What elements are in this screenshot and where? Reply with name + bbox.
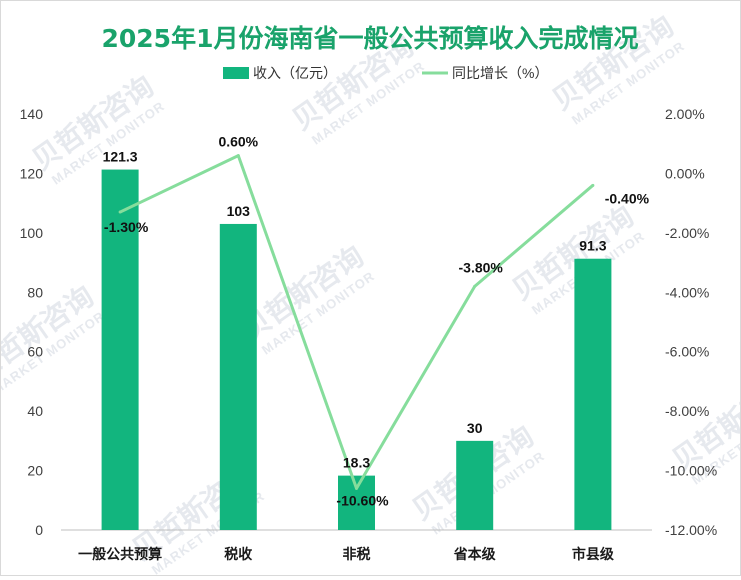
y-left-tick: 80: [27, 284, 43, 300]
y-right-tick: -8.00%: [665, 403, 709, 419]
y-left-tick: 0: [35, 522, 43, 538]
y-right-tick: -2.00%: [665, 225, 709, 241]
bar: [456, 440, 494, 530]
line-point: [118, 210, 122, 214]
y-left-tick: 120: [20, 165, 44, 181]
bar-series: [101, 169, 612, 530]
y-right-tick: -10.00%: [665, 463, 717, 479]
line-value-label: -10.60%: [336, 492, 389, 508]
legend-bar-label: 收入（亿元）: [253, 65, 337, 81]
axes: 0 20 40 60 80 100 120 140 -12.00% -10.00% -8.00% -6…: [20, 106, 718, 562]
x-category-label: 一般公共预算: [78, 546, 162, 562]
y-right-tick: 2.00%: [665, 106, 705, 122]
bar-value-label: 30: [467, 420, 483, 436]
line-point: [473, 284, 477, 288]
y-left-tick: 100: [20, 225, 44, 241]
line-point: [591, 183, 595, 187]
line-value-label: 0.60%: [218, 134, 258, 150]
y-right-tick: 0.00%: [665, 165, 705, 181]
line-value-label: -0.40%: [605, 190, 650, 206]
bar-value-label: 103: [227, 203, 251, 219]
x-category-label: 非税: [343, 546, 371, 562]
line-point: [236, 154, 240, 158]
legend-line-label: 同比增长（%）: [452, 65, 548, 81]
y-left-tick: 40: [27, 403, 43, 419]
data-labels: 121.3 103 18.3 30 91.3 -1.30% 0.60% -10.60% -3.8…: [103, 134, 650, 509]
line-series: [118, 154, 595, 490]
y-left-tick: 140: [20, 106, 44, 122]
y-right-tick: -6.00%: [665, 344, 709, 360]
legend-bar-swatch: [223, 67, 249, 79]
bar: [574, 258, 612, 530]
x-category-label: 市县级: [572, 546, 615, 562]
x-category-label: 税收: [224, 546, 253, 562]
line-value-label: -1.30%: [104, 219, 149, 235]
x-category-label: 省本级: [453, 546, 497, 562]
bar: [219, 223, 257, 530]
line-value-label: -3.80%: [459, 259, 504, 275]
y-left-tick: 60: [27, 344, 43, 360]
bar-value-label: 18.3: [343, 455, 370, 471]
bar-value-label: 121.3: [103, 149, 138, 165]
bar: [101, 169, 139, 530]
chart-title: 2025年1月份海南省一般公共预算收入完成情况: [102, 24, 639, 53]
bar-value-label: 91.3: [579, 238, 606, 254]
y-left-tick: 20: [27, 463, 43, 479]
y-right-tick: -12.00%: [665, 522, 717, 538]
y-right-tick: -4.00%: [665, 284, 709, 300]
line-point: [355, 486, 358, 490]
